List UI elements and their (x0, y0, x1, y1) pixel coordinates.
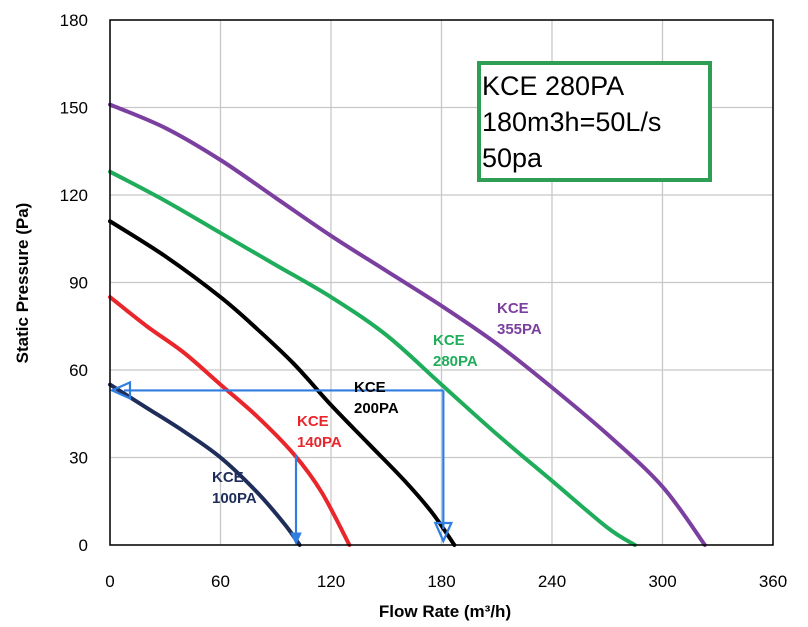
y-tick-label: 90 (69, 274, 88, 293)
series-label-line: 140PA (297, 434, 342, 451)
arrowhead-left (109, 380, 132, 401)
axes: 0 60 120 180 240 300 360 0 30 60 90 120 150 180 (60, 11, 788, 591)
y-tick-label: 0 (79, 536, 88, 555)
series-line-kce-100pa (108, 382, 302, 547)
annotation-line-2: 180m3h=50L/s (482, 107, 661, 137)
y-tick-label: 120 (60, 186, 88, 205)
x-tick-label: 120 (317, 572, 345, 591)
series-label-line: KCE (212, 469, 244, 486)
operating-point-arrows (109, 380, 454, 546)
x-tick-label: 360 (759, 572, 787, 591)
x-tick-label: 60 (211, 572, 230, 591)
series-label-line: 200PA (354, 400, 399, 417)
plot-frame (109, 19, 774, 546)
x-tick-label: 0 (105, 572, 114, 591)
series-label-kce-140pa: KCE 140PA (297, 413, 342, 451)
series-label-line: 280PA (433, 353, 478, 370)
series-line-kce-200pa (108, 219, 457, 547)
series-label-line: 100PA (212, 490, 257, 507)
series-label-kce-100pa: KCE 100PA (212, 469, 257, 507)
series-curves (108, 102, 707, 547)
arrowhead-down (433, 521, 454, 544)
series-line-kce-355pa (108, 102, 707, 547)
annotation-box: KCE 280PA 180m3h=50L/s 50pa (477, 61, 712, 182)
series-label-line: KCE (497, 300, 529, 317)
series-line-kce-280pa (108, 169, 637, 547)
series-label-kce-355pa: KCE 355PA (497, 300, 542, 338)
annotation-line-3: 50pa (482, 143, 543, 173)
x-tick-label: 180 (427, 572, 455, 591)
secondary-arrowhead (290, 532, 302, 546)
y-tick-label: 150 (60, 99, 88, 118)
y-tick-label: 60 (69, 361, 88, 380)
annotation-line-1: KCE 280PA (482, 71, 624, 101)
x-tick-label: 240 (538, 572, 566, 591)
series-label-line: KCE (297, 413, 329, 430)
curve-labels: KCE 100PA KCE 140PA KCE 200PA KCE 280PA KCE 355PA (212, 300, 542, 507)
y-tick-label: 30 (69, 449, 88, 468)
series-label-line: 355PA (497, 321, 542, 338)
series-label-line: KCE (433, 332, 465, 349)
y-axis-title: Static Pressure (Pa) (13, 203, 32, 364)
x-tick-label: 300 (648, 572, 676, 591)
series-label-kce-280pa: KCE 280PA (433, 332, 478, 370)
y-tick-label: 180 (60, 11, 88, 30)
annotation-box-border (477, 61, 712, 182)
series-label-line: KCE (354, 379, 386, 396)
x-axis-title: Flow Rate (m³/h) (379, 602, 511, 621)
series-line-kce-140pa (108, 295, 352, 547)
series-label-kce-200pa: KCE 200PA (354, 379, 399, 417)
